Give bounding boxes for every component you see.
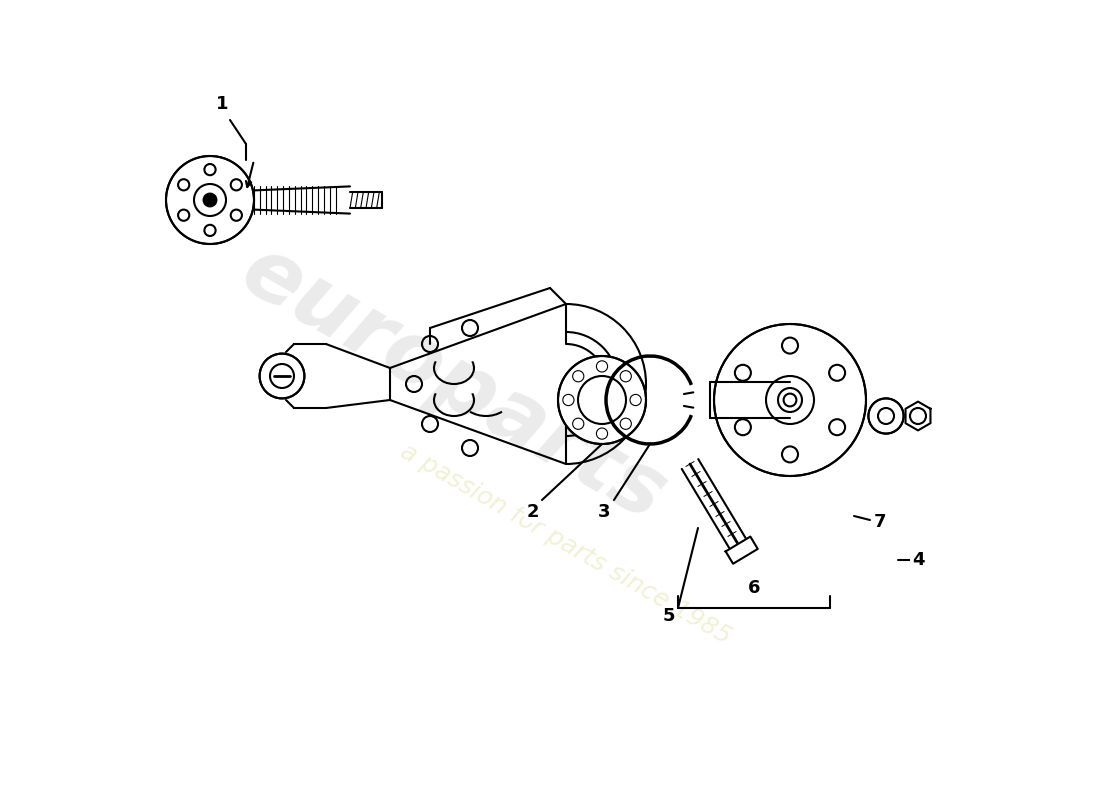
Circle shape: [868, 398, 903, 434]
Circle shape: [558, 356, 646, 444]
Circle shape: [778, 388, 802, 412]
Text: 5: 5: [662, 607, 674, 625]
Text: 7: 7: [873, 513, 886, 530]
Text: 1: 1: [216, 95, 229, 113]
Circle shape: [204, 194, 217, 206]
Text: a passion for parts since 1985: a passion for parts since 1985: [396, 439, 736, 649]
Text: 2: 2: [526, 503, 539, 521]
Circle shape: [166, 156, 254, 244]
Text: 6: 6: [748, 579, 760, 597]
Text: 3: 3: [598, 503, 611, 521]
Text: europarts: europarts: [227, 229, 681, 539]
Polygon shape: [726, 537, 758, 564]
Text: 4: 4: [912, 551, 924, 569]
Circle shape: [714, 324, 866, 476]
Circle shape: [260, 354, 305, 398]
